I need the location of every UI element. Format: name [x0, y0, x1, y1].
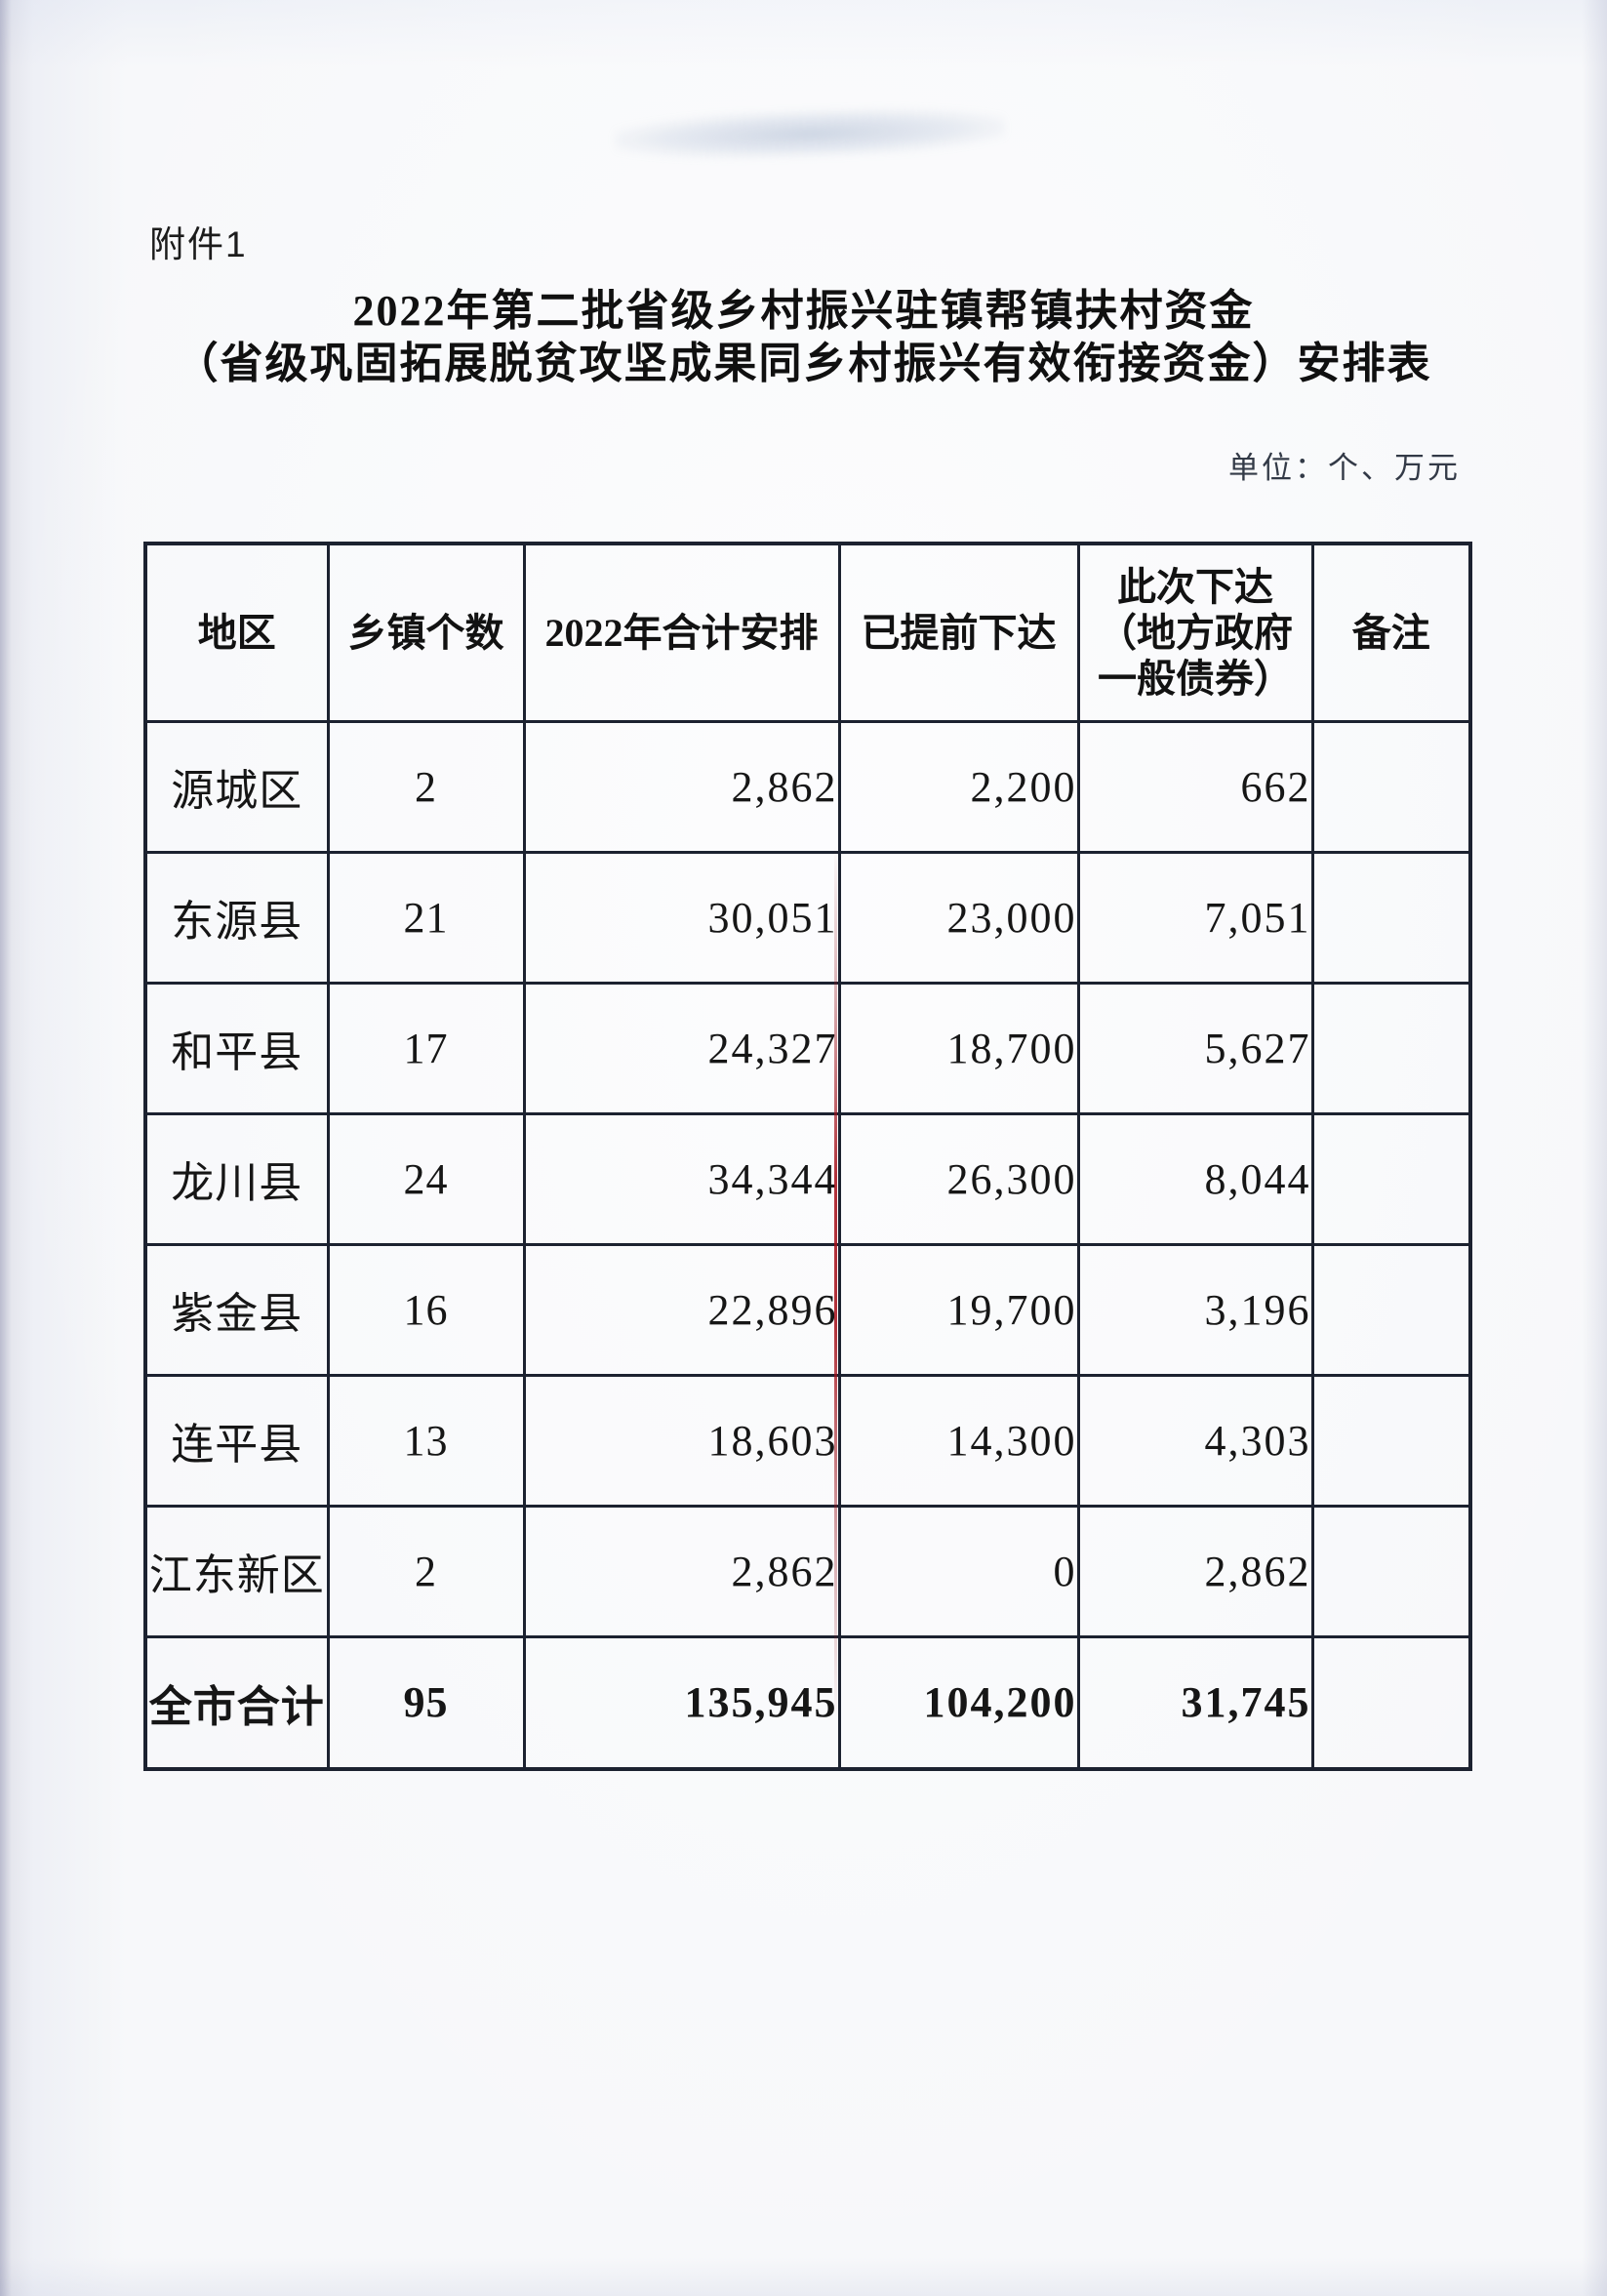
- cell-remark: [1310, 1373, 1472, 1508]
- cell-pre-issued: 19,700: [837, 1242, 1080, 1377]
- cell-region-total: 全市合计: [143, 1634, 330, 1771]
- cell-towns-total: 95: [326, 1634, 526, 1771]
- col-header-this-issue-line3: 一般债券）: [1098, 656, 1293, 701]
- cell-pre-issued: 0: [837, 1504, 1080, 1638]
- col-header-remark: 备注: [1310, 542, 1472, 723]
- cell-total-2022: 18,603: [522, 1373, 841, 1508]
- scan-smudge-artifact: [614, 104, 1006, 163]
- attachment-label: 附件1: [149, 224, 248, 264]
- table-row: 源城区 2 2,862 2,200 662: [143, 719, 1472, 854]
- cell-towns: 2: [326, 1504, 526, 1638]
- cell-region: 江东新区: [143, 1504, 330, 1638]
- cell-total-2022: 2,862: [522, 1504, 841, 1638]
- cell-region: 源城区: [143, 719, 330, 854]
- cell-total-2022: 2,862: [522, 719, 841, 854]
- col-header-towns: 乡镇个数: [326, 542, 526, 723]
- cell-total-2022: 24,327: [522, 981, 841, 1115]
- cell-remark: [1310, 719, 1472, 854]
- table-row: 龙川县 24 34,344 26,300 8,044: [143, 1111, 1472, 1246]
- col-header-this-issue-line1: 此次下达: [1117, 564, 1273, 609]
- table-row: 江东新区 2 2,862 0 2,862: [143, 1504, 1472, 1638]
- cell-pre-issued: 2,200: [837, 719, 1080, 854]
- unit-note: 单位：个、万元: [1228, 451, 1461, 485]
- cell-this-issue-total: 31,745: [1076, 1634, 1314, 1771]
- table-row: 和平县 17 24,327 18,700 5,627: [143, 981, 1472, 1115]
- col-header-this-issue-line2: （地方政府: [1098, 610, 1293, 655]
- cell-remark: [1310, 981, 1472, 1115]
- cell-pre-issued: 18,700: [837, 981, 1080, 1115]
- cell-remark: [1310, 1504, 1472, 1638]
- cell-this-issue: 5,627: [1076, 981, 1314, 1115]
- table-total-row: 全市合计 95 135,945 104,200 31,745: [143, 1634, 1472, 1771]
- cell-this-issue: 2,862: [1076, 1504, 1314, 1638]
- cell-towns: 2: [326, 719, 526, 854]
- col-header-total-2022: 2022年合计安排: [522, 542, 841, 723]
- cell-this-issue: 4,303: [1076, 1373, 1314, 1508]
- cell-remark-total: [1310, 1634, 1472, 1771]
- col-header-this-issue: 此次下达 （地方政府 一般债券）: [1076, 542, 1314, 723]
- cell-region: 紫金县: [143, 1242, 330, 1377]
- cell-remark: [1310, 1242, 1472, 1377]
- cell-this-issue: 3,196: [1076, 1242, 1314, 1377]
- cell-remark: [1310, 1111, 1472, 1246]
- title-line-1: 2022年第二批省级乡村振兴驻镇帮镇扶村资金: [352, 287, 1255, 335]
- cell-total-2022: 34,344: [522, 1111, 841, 1246]
- cell-pre-issued-total: 104,200: [837, 1634, 1080, 1771]
- table-header-row: 地区 乡镇个数 2022年合计安排 已提前下达 此次下达 （地方政府 一般债券）…: [143, 542, 1472, 723]
- document-title: 2022年第二批省级乡村振兴驻镇帮镇扶村资金 （省级巩固拓展脱贫攻坚成果同乡村振…: [0, 285, 1607, 390]
- title-line-2: （省级巩固拓展脱贫攻坚成果同乡村振兴有效衔接资金）安排表: [175, 340, 1432, 387]
- cell-region: 连平县: [143, 1373, 330, 1508]
- fund-allocation-table: 地区 乡镇个数 2022年合计安排 已提前下达 此次下达 （地方政府 一般债券）…: [143, 542, 1472, 1771]
- cell-this-issue: 662: [1076, 719, 1314, 854]
- cell-total-2022: 30,051: [522, 850, 841, 985]
- cell-total-2022-total: 135,945: [522, 1634, 841, 1771]
- table-row: 连平县 13 18,603 14,300 4,303: [143, 1373, 1472, 1508]
- cell-pre-issued: 23,000: [837, 850, 1080, 985]
- col-header-region: 地区: [143, 542, 330, 723]
- cell-total-2022: 22,896: [522, 1242, 841, 1377]
- cell-region: 和平县: [143, 981, 330, 1115]
- table-row: 紫金县 16 22,896 19,700 3,196: [143, 1242, 1472, 1377]
- cell-towns: 13: [326, 1373, 526, 1508]
- cell-region: 龙川县: [143, 1111, 330, 1246]
- cell-pre-issued: 26,300: [837, 1111, 1080, 1246]
- cell-towns: 24: [326, 1111, 526, 1246]
- cell-pre-issued: 14,300: [837, 1373, 1080, 1508]
- cell-towns: 21: [326, 850, 526, 985]
- cell-remark: [1310, 850, 1472, 985]
- table-row: 东源县 21 30,051 23,000 7,051: [143, 850, 1472, 985]
- cell-towns: 16: [326, 1242, 526, 1377]
- col-header-pre-issued: 已提前下达: [837, 542, 1080, 723]
- cell-towns: 17: [326, 981, 526, 1115]
- cell-region: 东源县: [143, 850, 330, 985]
- cell-this-issue: 7,051: [1076, 850, 1314, 985]
- cell-this-issue: 8,044: [1076, 1111, 1314, 1246]
